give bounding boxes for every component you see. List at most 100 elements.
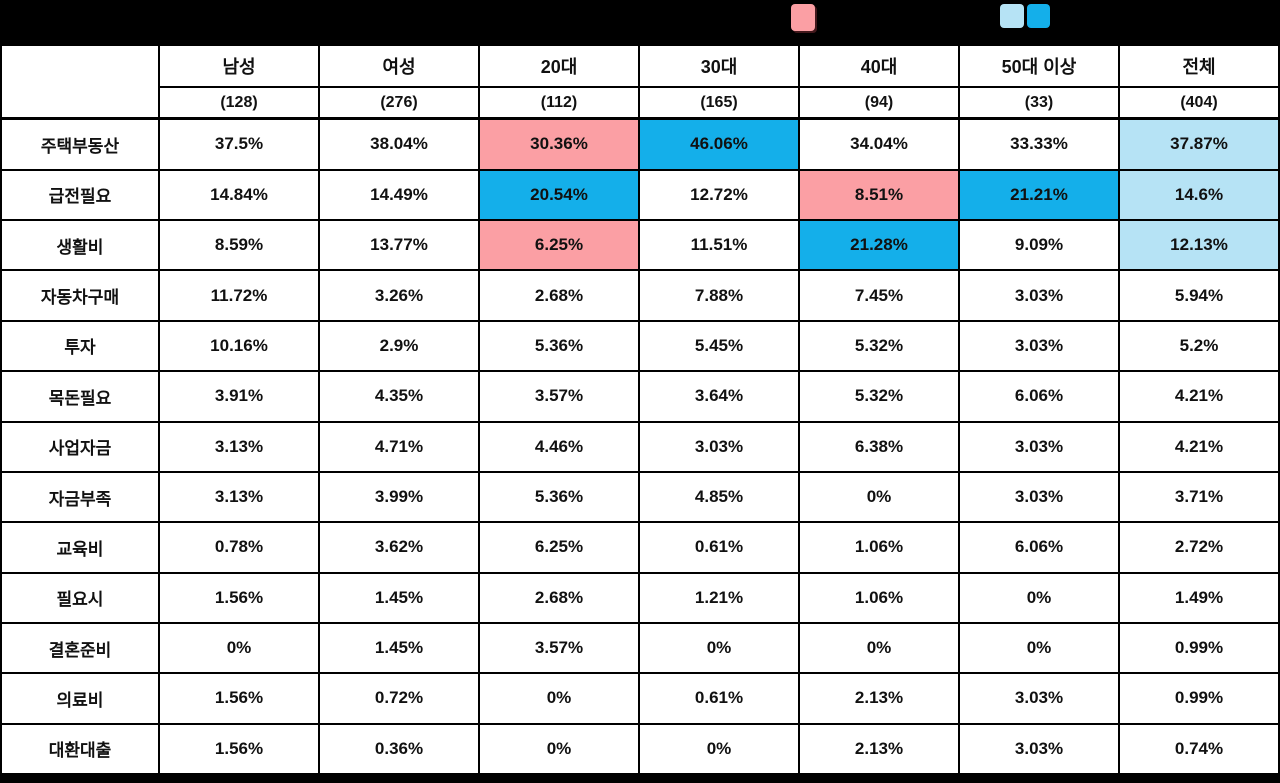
column-count: (128) xyxy=(158,86,320,120)
value-cell: 0% xyxy=(478,722,640,776)
value-cell: 0% xyxy=(958,621,1120,675)
count-row: (128) (276) (112) (165) (94) (33) (404) xyxy=(1,86,1280,120)
row-label: 목돈필요 xyxy=(0,370,160,423)
table-row: 교육비 0.78% 3.62% 6.25% 0.61% 1.06% 6.06% 2.72% xyxy=(0,521,1280,574)
column-header: 40대 xyxy=(798,44,960,88)
column-header: 30대 xyxy=(638,44,800,88)
value-cell: 3.99% xyxy=(318,470,480,524)
value-cell: 0% xyxy=(798,470,960,524)
crosstab-table: 남성 여성 20대 30대 40대 50대 이상 전체 (128) (276) (112) (16… xyxy=(0,44,1280,776)
value-cell: 0% xyxy=(638,621,800,675)
value-cell: 5.2% xyxy=(1118,319,1280,373)
column-count: (165) xyxy=(638,86,800,120)
value-cell: 5.32% xyxy=(798,370,960,423)
value-cell: 3.03% xyxy=(958,722,1120,776)
table-body: 주택부동산 37.5% 38.04% 30.36% 46.06% 34.04% 33.33%… xyxy=(0,117,1280,776)
value-cell: 1.56% xyxy=(158,571,320,624)
table-header: 남성 여성 20대 30대 40대 50대 이상 전체 (128) (276) (112) (16… xyxy=(0,44,1280,120)
value-cell: 6.25% xyxy=(478,219,640,272)
column-header: 남성 xyxy=(158,44,320,88)
column-count: (33) xyxy=(958,86,1120,120)
value-cell: 3.62% xyxy=(318,521,480,574)
corner-cell xyxy=(0,44,160,120)
value-cell: 1.45% xyxy=(318,571,480,624)
crosstab-table-wrap: 남성 여성 20대 30대 40대 50대 이상 전체 (128) (276) (112) (16… xyxy=(0,44,1280,776)
value-cell: 3.57% xyxy=(478,370,640,423)
value-cell: 2.13% xyxy=(798,722,960,776)
value-cell: 1.56% xyxy=(158,672,320,725)
value-cell: 20.54% xyxy=(478,168,640,222)
value-cell: 33.33% xyxy=(958,117,1120,171)
value-cell: 38.04% xyxy=(318,117,480,171)
value-cell: 3.03% xyxy=(958,319,1120,373)
value-cell: 14.49% xyxy=(318,168,480,222)
value-cell: 5.36% xyxy=(478,319,640,373)
value-cell: 4.85% xyxy=(638,470,800,524)
value-cell: 3.03% xyxy=(958,672,1120,725)
value-cell: 0.78% xyxy=(158,521,320,574)
value-cell: 6.38% xyxy=(798,420,960,473)
value-cell: 12.13% xyxy=(1118,219,1280,272)
column-header: 50대 이상 xyxy=(958,44,1120,88)
value-cell: 4.71% xyxy=(318,420,480,473)
table-row: 목돈필요 3.91% 4.35% 3.57% 3.64% 5.32% 6.06% 4.21% xyxy=(0,370,1280,423)
value-cell: 0% xyxy=(638,722,800,776)
value-cell: 4.35% xyxy=(318,370,480,423)
value-cell: 7.88% xyxy=(638,269,800,322)
row-label: 생활비 xyxy=(0,219,160,272)
value-cell: 2.68% xyxy=(478,571,640,624)
column-count: (276) xyxy=(318,86,480,120)
value-cell: 3.03% xyxy=(958,470,1120,524)
value-cell: 34.04% xyxy=(798,117,960,171)
value-cell: 1.06% xyxy=(798,571,960,624)
value-cell: 2.68% xyxy=(478,269,640,322)
value-cell: 1.45% xyxy=(318,621,480,675)
table-row: 자동차구매 11.72% 3.26% 2.68% 7.88% 7.45% 3.03% 5.94… xyxy=(0,269,1280,322)
value-cell: 0.99% xyxy=(1118,672,1280,725)
row-label: 자동차구매 xyxy=(0,269,160,322)
column-header: 여성 xyxy=(318,44,480,88)
row-label: 대환대출 xyxy=(0,722,160,776)
column-count: (404) xyxy=(1118,86,1280,120)
value-cell: 14.84% xyxy=(158,168,320,222)
value-cell: 8.59% xyxy=(158,219,320,272)
table-row: 필요시 1.56% 1.45% 2.68% 1.21% 1.06% 0% 1.49% xyxy=(0,571,1280,624)
value-cell: 1.49% xyxy=(1118,571,1280,624)
table-row: 급전필요 14.84% 14.49% 20.54% 12.72% 8.51% 21.21% 1… xyxy=(0,168,1280,222)
value-cell: 10.16% xyxy=(158,319,320,373)
value-cell: 0.99% xyxy=(1118,621,1280,675)
value-cell: 0.61% xyxy=(638,521,800,574)
value-cell: 2.13% xyxy=(798,672,960,725)
table-row: 투자 10.16% 2.9% 5.36% 5.45% 5.32% 3.03% 5.2% xyxy=(0,319,1280,373)
table-row: 자금부족 3.13% 3.99% 5.36% 4.85% 0% 3.03% 3.71% xyxy=(0,470,1280,524)
value-cell: 0% xyxy=(478,672,640,725)
value-cell: 8.51% xyxy=(798,168,960,222)
value-cell: 7.45% xyxy=(798,269,960,322)
value-cell: 3.71% xyxy=(1118,470,1280,524)
top-black-bar xyxy=(0,0,1280,44)
value-cell: 37.5% xyxy=(158,117,320,171)
legend-pink-swatch xyxy=(791,4,815,31)
value-cell: 5.94% xyxy=(1118,269,1280,322)
row-label: 의료비 xyxy=(0,672,160,725)
value-cell: 11.51% xyxy=(638,219,800,272)
value-cell: 13.77% xyxy=(318,219,480,272)
value-cell: 0.74% xyxy=(1118,722,1280,776)
value-cell: 2.72% xyxy=(1118,521,1280,574)
value-cell: 21.21% xyxy=(958,168,1120,222)
column-count: (94) xyxy=(798,86,960,120)
value-cell: 9.09% xyxy=(958,219,1120,272)
value-cell: 21.28% xyxy=(798,219,960,272)
table-row: 사업자금 3.13% 4.71% 4.46% 3.03% 6.38% 3.03% 4.21% xyxy=(0,420,1280,473)
value-cell: 0.36% xyxy=(318,722,480,776)
row-label: 급전필요 xyxy=(0,168,160,222)
table-row: 주택부동산 37.5% 38.04% 30.36% 46.06% 34.04% 33.33%… xyxy=(0,117,1280,171)
value-cell: 1.21% xyxy=(638,571,800,624)
value-cell: 5.32% xyxy=(798,319,960,373)
value-cell: 0.61% xyxy=(638,672,800,725)
value-cell: 12.72% xyxy=(638,168,800,222)
value-cell: 6.25% xyxy=(478,521,640,574)
value-cell: 3.26% xyxy=(318,269,480,322)
value-cell: 3.03% xyxy=(638,420,800,473)
value-cell: 6.06% xyxy=(958,521,1120,574)
